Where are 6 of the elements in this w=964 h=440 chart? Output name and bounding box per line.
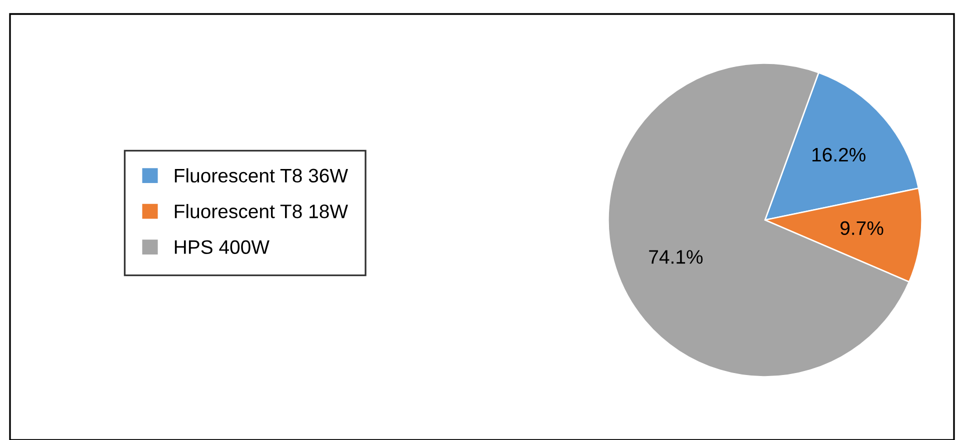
data-label: 16.2% (812, 148, 866, 162)
legend-label: Fluorescent T8 18W (174, 204, 348, 218)
legend-label: Fluorescent T8 36W (174, 168, 348, 183)
data-label: 9.7% (840, 221, 884, 236)
legend-label: HPS 400W (174, 240, 270, 254)
data-label: 74.1% (649, 250, 703, 264)
